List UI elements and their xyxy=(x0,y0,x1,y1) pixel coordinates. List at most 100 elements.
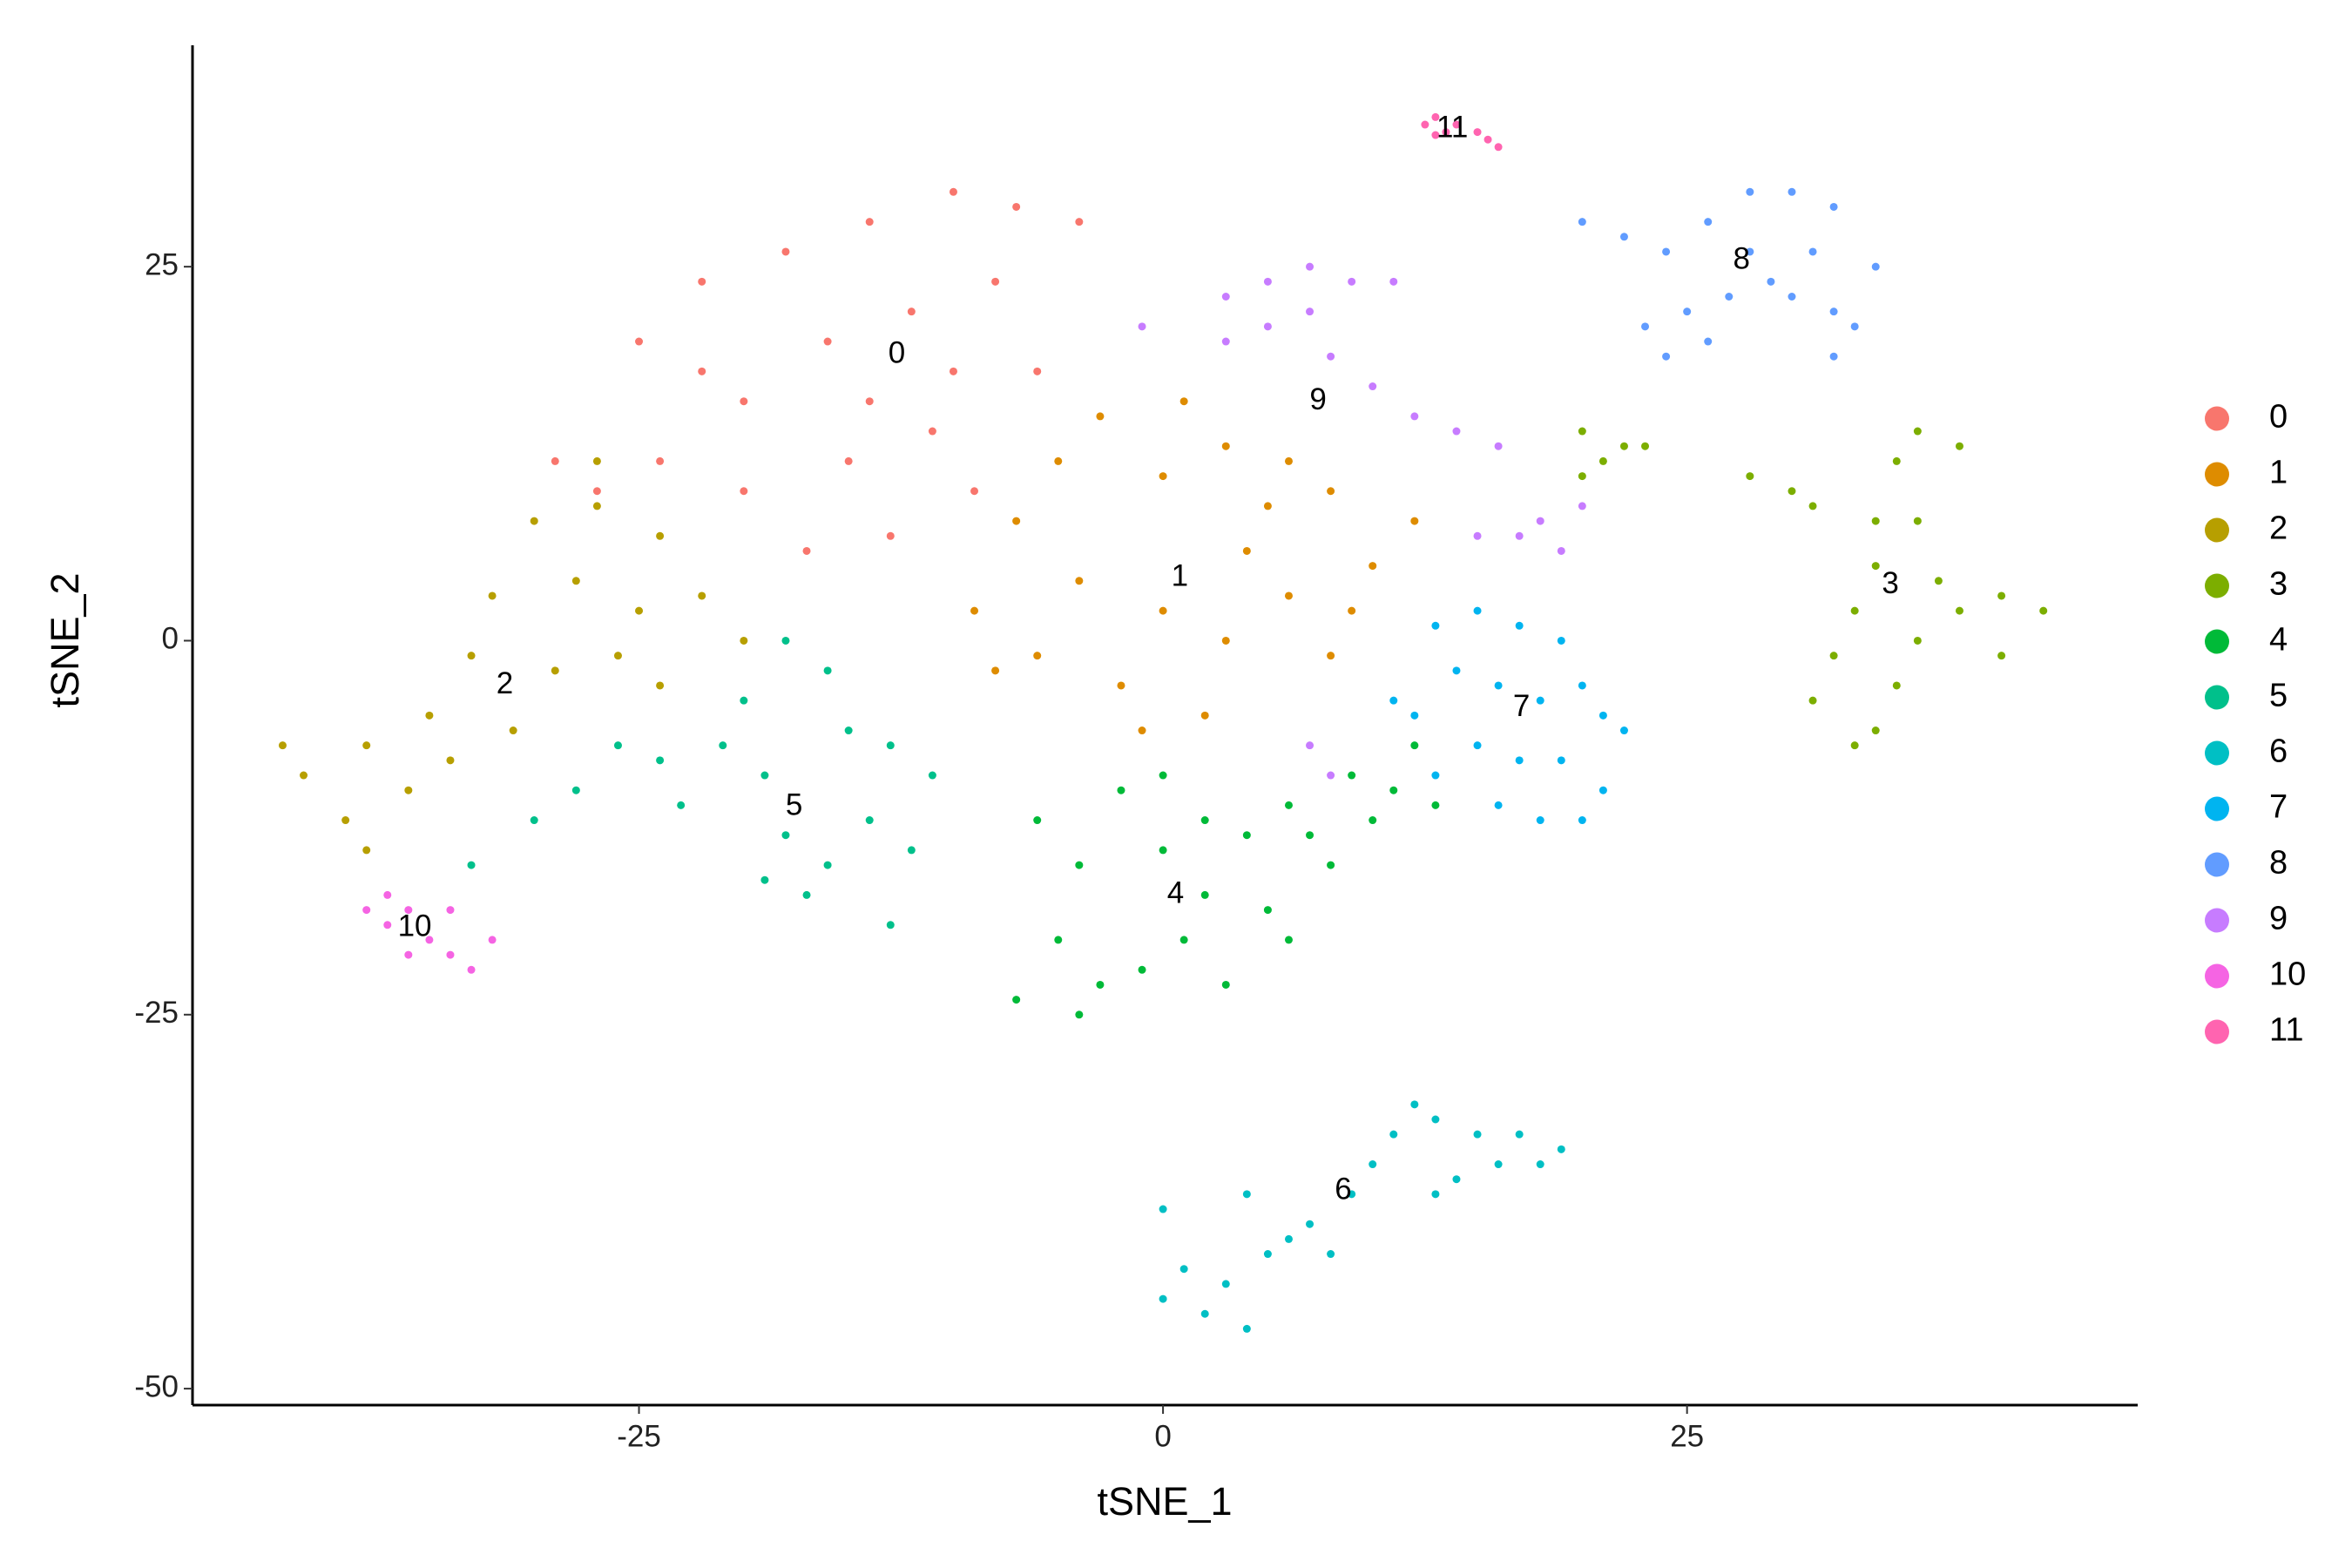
point xyxy=(1263,277,1272,286)
legend-swatch xyxy=(2205,908,2229,933)
point xyxy=(1221,293,1230,301)
x-axis-title: tSNE_1 xyxy=(1097,1479,1232,1524)
point xyxy=(1117,681,1125,690)
point xyxy=(1348,277,1356,286)
point xyxy=(1515,756,1524,765)
point xyxy=(1746,472,1754,481)
point xyxy=(1200,890,1209,899)
point xyxy=(1138,727,1146,735)
point xyxy=(1369,1160,1377,1169)
cluster-label: 5 xyxy=(786,787,802,821)
point xyxy=(1578,816,1586,825)
point xyxy=(865,397,874,406)
point xyxy=(530,517,538,525)
point xyxy=(1242,1324,1251,1333)
cluster-label: 11 xyxy=(1436,110,1468,144)
point xyxy=(656,456,665,465)
point xyxy=(1306,262,1315,271)
point xyxy=(592,502,601,510)
legend-swatch xyxy=(2205,796,2229,821)
point xyxy=(404,950,413,959)
point xyxy=(1913,636,1922,645)
point xyxy=(1578,502,1586,510)
point xyxy=(1054,456,1063,465)
point xyxy=(1871,727,1880,735)
point xyxy=(1369,562,1377,571)
cluster-label: 0 xyxy=(889,336,905,370)
point xyxy=(1389,277,1398,286)
point xyxy=(1284,591,1293,600)
point xyxy=(446,950,455,959)
point xyxy=(1221,1280,1230,1288)
point xyxy=(949,187,957,196)
point xyxy=(404,906,413,915)
point xyxy=(1997,652,2006,660)
point xyxy=(1327,487,1335,496)
point xyxy=(1242,831,1251,840)
point xyxy=(740,397,748,406)
point xyxy=(1515,1130,1524,1139)
point xyxy=(1242,1190,1251,1199)
point xyxy=(1431,801,1440,809)
point xyxy=(1284,456,1293,465)
point xyxy=(2039,606,2048,615)
point xyxy=(1473,741,1482,750)
point xyxy=(362,846,371,855)
point xyxy=(1452,666,1461,675)
point xyxy=(781,636,790,645)
point xyxy=(1662,352,1671,361)
point xyxy=(341,816,350,825)
point xyxy=(1054,936,1063,944)
point xyxy=(300,771,308,780)
point xyxy=(1955,606,1963,615)
point xyxy=(1012,517,1021,525)
point xyxy=(928,427,936,436)
legend-swatch xyxy=(2205,406,2229,431)
point xyxy=(1829,352,1838,361)
legend-swatch xyxy=(2205,740,2229,766)
point xyxy=(844,456,853,465)
point xyxy=(1327,1250,1335,1259)
point xyxy=(1033,652,1042,660)
point xyxy=(1327,352,1335,361)
point xyxy=(1242,546,1251,555)
point xyxy=(1473,606,1482,615)
point xyxy=(1200,711,1209,720)
point xyxy=(1557,546,1565,555)
point xyxy=(886,531,895,540)
point xyxy=(823,666,832,675)
point xyxy=(1348,1190,1356,1199)
point xyxy=(865,816,874,825)
legend-label: 0 xyxy=(2269,399,2288,436)
point xyxy=(1598,456,1607,465)
point xyxy=(907,846,916,855)
point xyxy=(698,277,706,286)
point xyxy=(1327,861,1335,869)
point xyxy=(1788,187,1796,196)
point xyxy=(1473,1130,1482,1139)
legend-label: 2 xyxy=(2269,510,2288,547)
point xyxy=(740,636,748,645)
point xyxy=(1619,233,1628,241)
point xyxy=(1159,1294,1167,1303)
y-tick-label: 0 xyxy=(162,622,179,656)
x-tick-label: -25 xyxy=(617,1419,661,1453)
cluster-label: 7 xyxy=(1513,689,1530,723)
point xyxy=(1369,816,1377,825)
point xyxy=(1536,816,1544,825)
point xyxy=(1494,1160,1503,1169)
point xyxy=(1075,861,1084,869)
x-tick-label: 0 xyxy=(1154,1419,1171,1453)
point xyxy=(1808,502,1817,510)
point xyxy=(1138,322,1146,331)
cluster-label: 3 xyxy=(1882,566,1898,600)
y-tick-label: -50 xyxy=(134,1369,179,1403)
point xyxy=(635,606,644,615)
point xyxy=(1767,277,1775,286)
point xyxy=(467,861,476,869)
point xyxy=(760,875,769,884)
point xyxy=(613,741,622,750)
point xyxy=(551,666,559,675)
point xyxy=(1159,771,1167,780)
